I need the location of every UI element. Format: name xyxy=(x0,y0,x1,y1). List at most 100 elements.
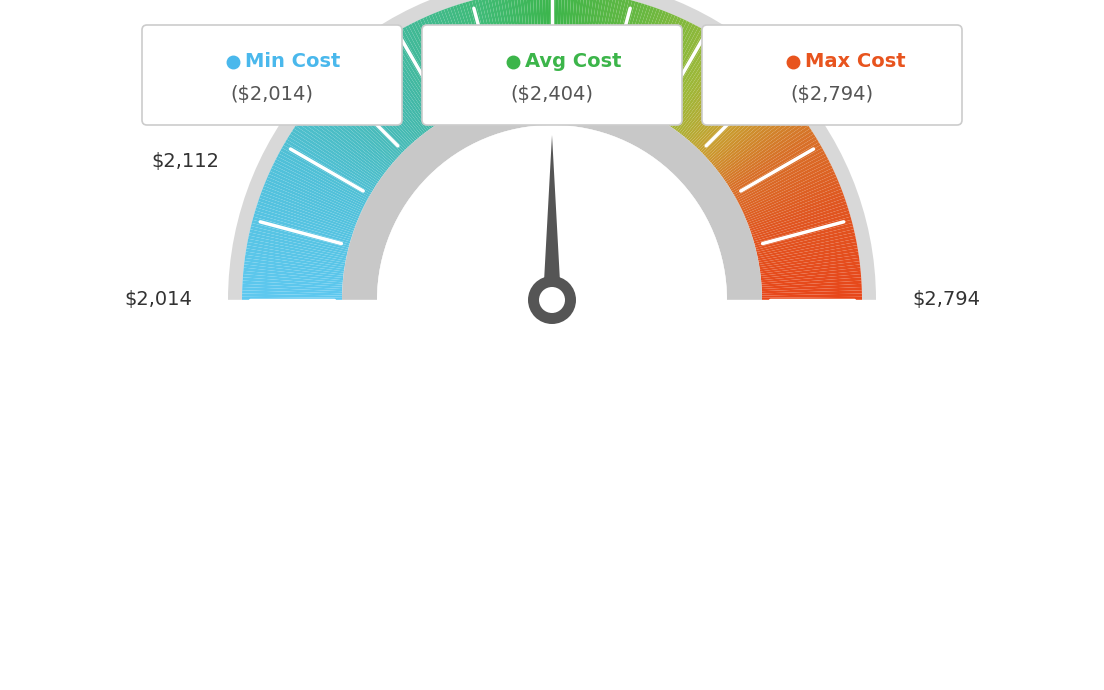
Wedge shape xyxy=(485,0,508,95)
Wedge shape xyxy=(317,95,394,163)
Wedge shape xyxy=(672,46,732,129)
Wedge shape xyxy=(694,72,764,147)
Wedge shape xyxy=(597,0,623,95)
Wedge shape xyxy=(702,83,776,155)
Wedge shape xyxy=(493,0,514,94)
Wedge shape xyxy=(243,281,342,289)
Wedge shape xyxy=(604,0,633,97)
Wedge shape xyxy=(668,42,726,126)
Wedge shape xyxy=(265,180,359,221)
Wedge shape xyxy=(594,0,616,95)
Circle shape xyxy=(539,287,565,313)
Wedge shape xyxy=(336,77,406,150)
Wedge shape xyxy=(741,165,832,210)
Wedge shape xyxy=(250,229,348,254)
Wedge shape xyxy=(611,2,641,99)
Wedge shape xyxy=(590,0,611,94)
Wedge shape xyxy=(657,32,710,119)
Wedge shape xyxy=(338,74,408,148)
Wedge shape xyxy=(622,7,657,102)
Wedge shape xyxy=(737,153,827,203)
Wedge shape xyxy=(559,0,565,90)
Wedge shape xyxy=(755,223,853,250)
Wedge shape xyxy=(440,10,479,104)
Wedge shape xyxy=(639,18,684,110)
Wedge shape xyxy=(688,63,754,141)
Wedge shape xyxy=(478,0,505,96)
Wedge shape xyxy=(507,0,523,92)
Wedge shape xyxy=(394,32,447,119)
Wedge shape xyxy=(752,204,848,237)
Wedge shape xyxy=(420,18,465,110)
Wedge shape xyxy=(698,77,768,150)
Wedge shape xyxy=(535,0,543,90)
Wedge shape xyxy=(715,105,795,170)
Wedge shape xyxy=(762,297,862,300)
Wedge shape xyxy=(655,30,707,118)
Wedge shape xyxy=(456,4,489,100)
Wedge shape xyxy=(670,43,729,128)
Wedge shape xyxy=(691,68,760,144)
Wedge shape xyxy=(760,252,859,269)
Wedge shape xyxy=(681,55,744,135)
Wedge shape xyxy=(251,223,349,250)
Wedge shape xyxy=(641,19,687,111)
Wedge shape xyxy=(426,15,468,108)
Wedge shape xyxy=(673,48,734,130)
Wedge shape xyxy=(617,5,651,101)
Wedge shape xyxy=(372,46,432,129)
Wedge shape xyxy=(623,8,660,103)
Wedge shape xyxy=(692,70,762,146)
Wedge shape xyxy=(383,38,439,124)
Wedge shape xyxy=(432,13,473,106)
Wedge shape xyxy=(392,33,445,120)
Wedge shape xyxy=(342,70,412,146)
Wedge shape xyxy=(565,0,575,90)
Wedge shape xyxy=(762,293,862,298)
Wedge shape xyxy=(634,14,676,107)
Wedge shape xyxy=(344,68,413,144)
Wedge shape xyxy=(311,102,390,168)
Wedge shape xyxy=(762,281,861,289)
Wedge shape xyxy=(725,126,810,184)
Wedge shape xyxy=(676,49,736,131)
Wedge shape xyxy=(542,0,548,90)
Wedge shape xyxy=(453,5,487,101)
Wedge shape xyxy=(254,213,350,244)
Wedge shape xyxy=(703,86,778,156)
Wedge shape xyxy=(705,88,781,158)
Wedge shape xyxy=(285,139,372,193)
Wedge shape xyxy=(629,12,669,106)
Wedge shape xyxy=(243,274,342,284)
FancyBboxPatch shape xyxy=(142,25,402,125)
Wedge shape xyxy=(615,4,648,100)
Wedge shape xyxy=(463,2,493,99)
Wedge shape xyxy=(370,48,431,130)
Wedge shape xyxy=(282,145,370,197)
Wedge shape xyxy=(646,22,692,113)
Wedge shape xyxy=(247,239,347,261)
Wedge shape xyxy=(248,235,347,259)
Wedge shape xyxy=(599,0,626,96)
Wedge shape xyxy=(316,97,393,164)
Wedge shape xyxy=(261,192,355,229)
Wedge shape xyxy=(276,157,365,205)
Wedge shape xyxy=(596,0,619,95)
Wedge shape xyxy=(284,142,371,195)
Wedge shape xyxy=(602,0,629,97)
Wedge shape xyxy=(321,90,397,159)
Wedge shape xyxy=(667,40,723,125)
Wedge shape xyxy=(712,100,790,166)
Wedge shape xyxy=(758,242,857,263)
Wedge shape xyxy=(647,23,696,114)
Wedge shape xyxy=(245,255,344,271)
Wedge shape xyxy=(761,271,861,282)
Wedge shape xyxy=(412,22,458,113)
Wedge shape xyxy=(475,0,502,97)
Wedge shape xyxy=(529,0,539,90)
Wedge shape xyxy=(572,0,584,91)
Wedge shape xyxy=(259,195,354,231)
Wedge shape xyxy=(608,1,638,99)
Wedge shape xyxy=(754,213,850,244)
Wedge shape xyxy=(405,26,455,115)
